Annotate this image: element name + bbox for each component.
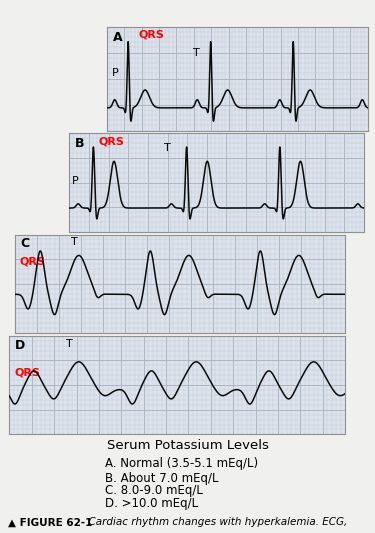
Text: C. 8.0-9.0 mEq/L: C. 8.0-9.0 mEq/L [105,484,203,497]
Text: A. Normal (3.5-5.1 mEq/L): A. Normal (3.5-5.1 mEq/L) [105,457,258,470]
Text: QRS: QRS [138,30,164,40]
Text: ▲ FIGURE 62-1: ▲ FIGURE 62-1 [8,518,92,528]
Text: Serum Potassium Levels: Serum Potassium Levels [106,439,268,452]
Text: QRS: QRS [99,136,124,146]
Text: B. About 7.0 mEq/L: B. About 7.0 mEq/L [105,472,219,485]
Text: T: T [66,339,73,349]
Text: QRS: QRS [14,367,40,377]
Text: P: P [72,175,79,185]
Text: A: A [113,31,123,44]
Text: T: T [164,143,170,153]
Text: B: B [75,137,85,150]
Text: C: C [20,238,29,251]
Text: D: D [14,339,25,352]
Text: T: T [71,238,78,247]
Text: P: P [112,68,119,78]
Text: T: T [193,47,200,58]
Text: QRS: QRS [20,256,46,266]
Text: Cardiac rhythm changes with hyperkalemia. ECG,: Cardiac rhythm changes with hyperkalemia… [82,518,348,528]
Text: D. >10.0 mEq/L: D. >10.0 mEq/L [105,497,198,510]
